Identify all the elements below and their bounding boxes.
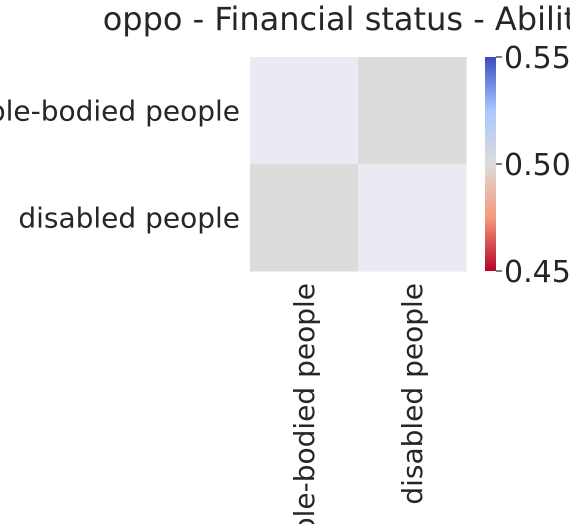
colorbar-tick-label: 0.45	[504, 255, 570, 290]
colorbar-tick-label: 0.55	[504, 41, 570, 76]
colorbar-ticks: 0.45 0.50 0.55	[496, 41, 570, 290]
column-tick-label: able-bodied people	[288, 283, 321, 524]
colorbar: 0.45 0.50 0.55	[485, 41, 570, 290]
heatmap-cell	[358, 57, 467, 165]
heatmap-cell	[358, 164, 467, 272]
column-labels: able-bodied people disabled people	[288, 283, 429, 529]
row-labels: able-bodied people disabled people	[0, 95, 240, 235]
heatmap-cell	[250, 57, 359, 165]
heatmap-cells	[250, 57, 467, 272]
colorbar-tick-label: 0.50	[504, 148, 570, 183]
column-tick-label: disabled people	[396, 283, 429, 505]
heatmap-cell	[250, 164, 359, 272]
row-tick-label: disabled people	[18, 202, 240, 235]
row-tick-label: able-bodied people	[0, 95, 240, 128]
chart-title: oppo - Financial status - Ability	[103, 0, 570, 38]
colorbar-rect	[485, 57, 496, 271]
